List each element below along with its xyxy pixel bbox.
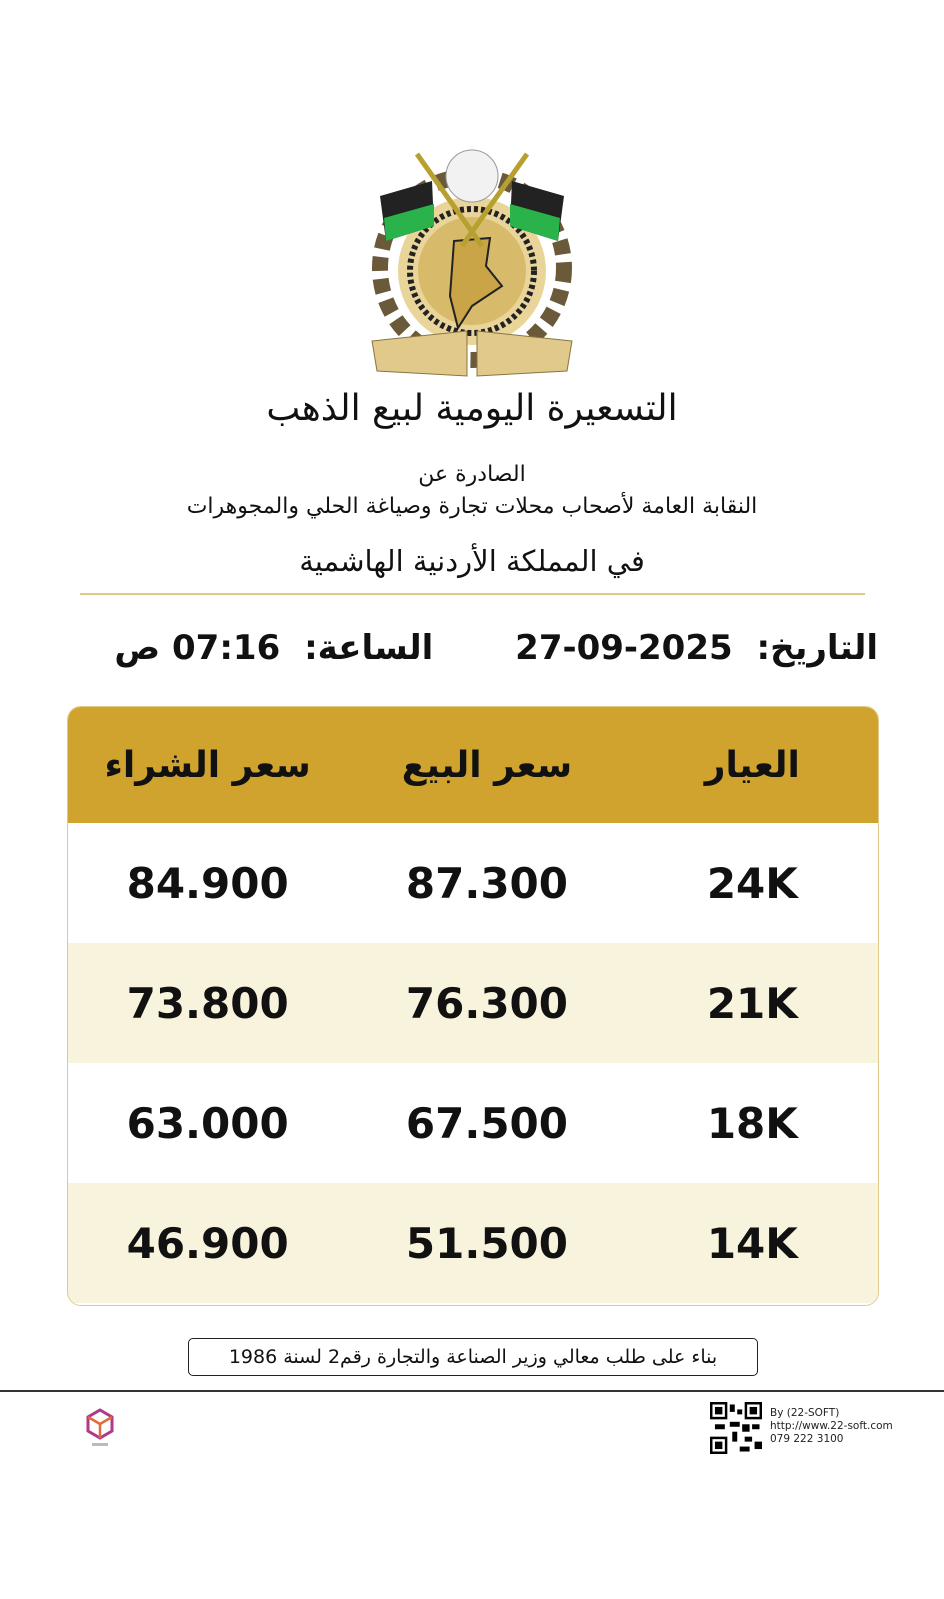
sell-price-cell: 67.500 <box>405 1098 568 1148</box>
table-row: 14K 51.500 46.900 <box>68 1183 878 1303</box>
sell-price-cell: 87.300 <box>405 858 568 908</box>
karat-cell: 24K <box>706 858 798 908</box>
page-title: التسعيرة اليومية لبيع الذهب <box>266 388 678 429</box>
syndicate-name: النقابة العامة لأصحاب محلات تجارة وصياغة… <box>186 494 758 519</box>
buy-price-cell: 63.000 <box>126 1098 289 1148</box>
credits-by: By (22-SOFT) <box>770 1407 840 1419</box>
credits-phone: 079 222 3100 <box>770 1433 844 1445</box>
date-time-row: التاريخ: 27-09-2025 الساعة: 07:16 ص <box>78 628 878 678</box>
gold-price-table: العيار سعر البيع سعر الشراء 24K 87.300 84.… <box>67 706 879 1306</box>
developer-credits: By (22-SOFT) http://www.22-soft.com 079 … <box>770 1407 893 1446</box>
buy-price-cell: 73.800 <box>126 978 289 1028</box>
issued-by-text: الصادرة عن <box>418 462 526 487</box>
date-label: التاريخ: <box>756 628 878 668</box>
table-header: العيار سعر البيع سعر الشراء <box>68 707 878 823</box>
sell-price-cell: 76.300 <box>405 978 568 1028</box>
credits-url[interactable]: http://www.22-soft.com <box>770 1420 893 1432</box>
qr-code[interactable] <box>710 1402 762 1454</box>
table-row: 24K 87.300 84.900 <box>68 823 878 943</box>
buy-price-cell: 84.900 <box>126 858 289 908</box>
time-value: 07:16 ص <box>114 628 281 668</box>
time-label: الساعة: <box>304 628 434 668</box>
date-value: 27-09-2025 <box>515 628 733 668</box>
ministry-note: بناء على طلب معالي وزير الصناعة والتجارة… <box>188 1338 758 1376</box>
sell-price-cell: 51.500 <box>405 1218 568 1268</box>
column-header-karat: العيار <box>704 744 800 786</box>
karat-cell: 18K <box>706 1098 798 1148</box>
kingdom-name: في المملكة الأردنية الهاشمية <box>299 544 645 578</box>
22-soft-logo <box>86 1408 114 1446</box>
table-row: 18K 67.500 63.000 <box>68 1063 878 1183</box>
syndicate-emblem-logo <box>371 149 573 377</box>
buy-price-cell: 46.900 <box>126 1218 289 1268</box>
karat-cell: 21K <box>706 978 798 1028</box>
column-header-sell-price: سعر البيع <box>401 744 573 786</box>
table-row: 21K 76.300 73.800 <box>68 943 878 1063</box>
divider <box>80 593 865 595</box>
column-header-buy-price: سعر الشراء <box>104 744 311 786</box>
footer-divider <box>0 1390 944 1392</box>
karat-cell: 14K <box>706 1218 798 1268</box>
